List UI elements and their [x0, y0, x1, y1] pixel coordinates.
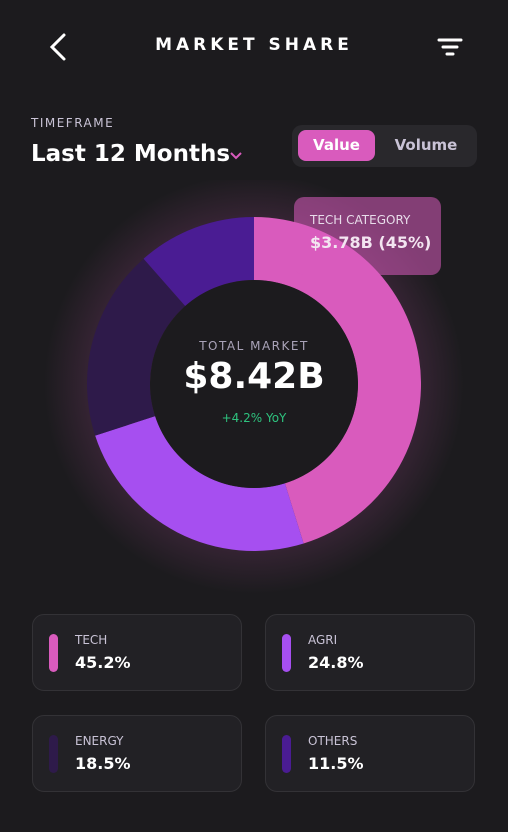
- filter-button[interactable]: [437, 37, 465, 57]
- legend-swatch: [49, 634, 58, 672]
- legend-value: 45.2%: [75, 653, 131, 672]
- tooltip-value: $3.78B (45%): [310, 233, 432, 252]
- donut-chart: [44, 180, 464, 594]
- donut-segment[interactable]: [86, 258, 186, 436]
- dropdown-icon[interactable]: [229, 151, 243, 161]
- tooltip-title: TECH CATEGORY: [310, 213, 411, 227]
- legend-value: 18.5%: [75, 754, 131, 773]
- toggle-option[interactable]: Volume: [394, 136, 458, 154]
- timeframe-label: TIMEFRAME: [31, 116, 115, 130]
- donut-segment[interactable]: [254, 217, 422, 544]
- legend-name: TECH: [75, 633, 108, 647]
- timeframe-select[interactable]: Last 12 Months: [31, 141, 231, 167]
- legend-swatch: [282, 735, 291, 773]
- legend-card[interactable]: TECH 45.2%: [32, 614, 242, 691]
- legend-swatch: [49, 735, 58, 773]
- legend-value: 24.8%: [308, 653, 364, 672]
- center-change: +4.2% YoY: [221, 411, 287, 425]
- legend-name: ENERGY: [75, 734, 124, 748]
- legend-card[interactable]: OTHERS 11.5%: [265, 715, 475, 792]
- center-label: TOTAL MARKET: [199, 339, 309, 353]
- page-title: MARKET SHARE: [155, 35, 353, 55]
- legend-name: AGRI: [308, 633, 338, 647]
- donut-hole: [150, 280, 358, 488]
- legend-name: OTHERS: [308, 734, 358, 748]
- legend-value: 11.5%: [308, 754, 364, 773]
- tooltip: TECH CATEGORY $3.78B (45%): [294, 197, 441, 275]
- toggle-option[interactable]: Value: [298, 130, 375, 161]
- donut-segment[interactable]: [95, 416, 304, 551]
- back-button[interactable]: [46, 32, 70, 62]
- center-value: $8.42B: [183, 356, 325, 397]
- legend-card[interactable]: ENERGY 18.5%: [32, 715, 242, 792]
- donut-segment[interactable]: [143, 217, 254, 306]
- legend-swatch: [282, 634, 291, 672]
- legend-card[interactable]: AGRI 24.8%: [265, 614, 475, 691]
